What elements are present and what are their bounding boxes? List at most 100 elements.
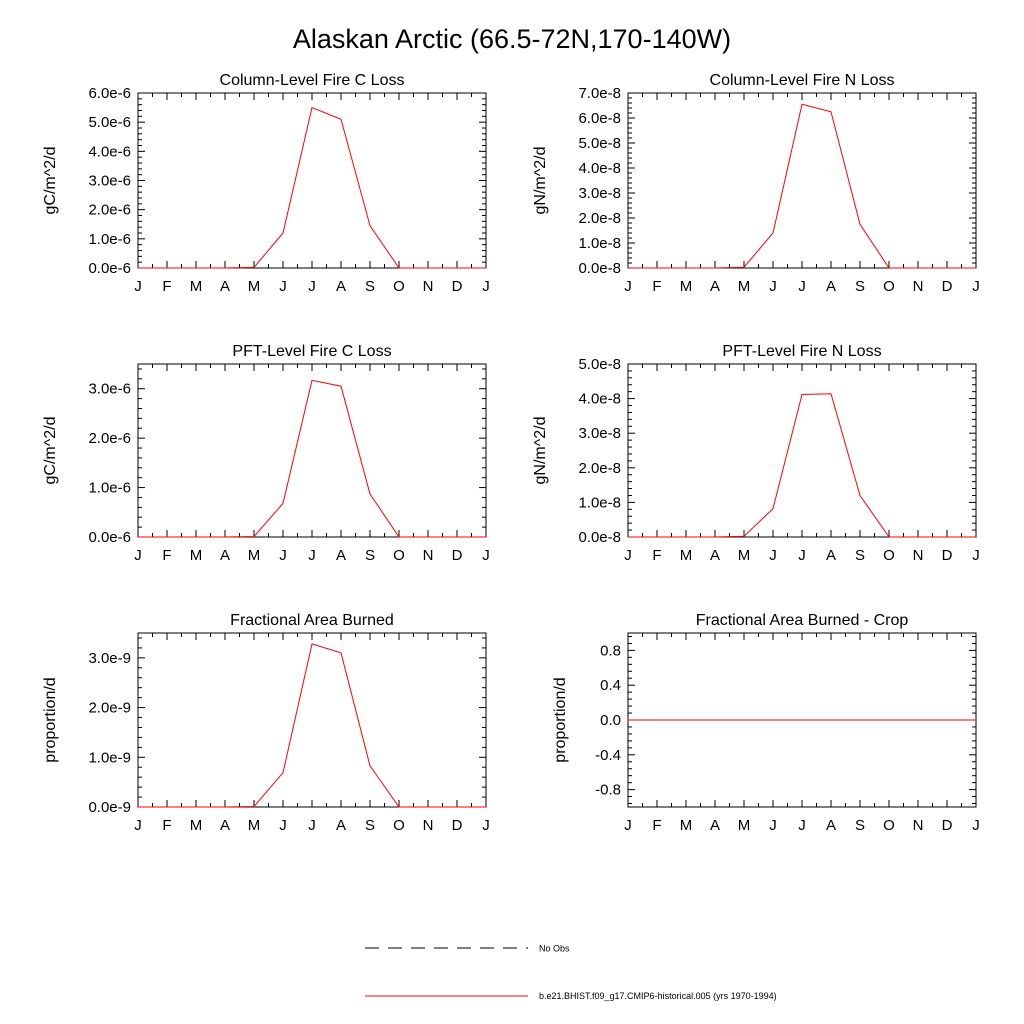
x-tick-label: J	[279, 547, 287, 564]
x-tick-label: A	[710, 547, 720, 564]
x-tick-label: D	[452, 547, 463, 564]
x-tick-label: A	[826, 817, 836, 834]
x-tick-label: J	[972, 547, 980, 564]
y-tick-label: -0.4	[595, 747, 621, 764]
y-tick-label: -0.8	[595, 782, 621, 799]
y-tick-label: 3.0e-9	[88, 650, 131, 667]
x-tick-label: M	[248, 547, 261, 564]
y-tick-label: 5.0e-6	[88, 114, 131, 131]
x-tick-label: F	[652, 547, 661, 564]
y-tick-label: 1.0e-8	[578, 494, 621, 511]
x-tick-label: F	[652, 817, 661, 834]
x-tick-label: A	[220, 278, 230, 295]
x-tick-label: M	[738, 547, 751, 564]
x-tick-label: J	[279, 817, 287, 834]
series-line	[628, 393, 976, 538]
x-tick-label: F	[162, 278, 171, 295]
y-tick-label: 3.0e-8	[578, 185, 621, 202]
x-tick-label: A	[710, 278, 720, 295]
x-tick-label: M	[248, 278, 261, 295]
x-tick-label: S	[365, 817, 375, 834]
x-tick-label: J	[769, 278, 777, 295]
figure-title: Alaskan Arctic (66.5-72N,170-140W)	[293, 24, 731, 54]
series-line	[138, 379, 486, 538]
y-tick-label: 1.0e-6	[88, 231, 131, 248]
x-tick-label: D	[452, 817, 463, 834]
y-tick-label: 2.0e-6	[88, 430, 131, 447]
x-tick-label: J	[134, 278, 142, 295]
x-tick-label: M	[190, 278, 203, 295]
x-tick-label: M	[738, 278, 751, 295]
x-tick-label: A	[826, 278, 836, 295]
legend-label-model: b.e21.BHIST.f09_g17.CMIP6-historical.005…	[539, 991, 777, 1001]
panel-title: PFT-Level Fire C Loss	[232, 343, 391, 360]
x-tick-label: S	[855, 817, 865, 834]
x-tick-label: J	[624, 547, 632, 564]
x-tick-label: M	[680, 547, 693, 564]
panel-title: Column-Level Fire C Loss	[220, 72, 405, 89]
series-line	[628, 103, 976, 269]
x-tick-label: S	[855, 278, 865, 295]
x-tick-label: F	[162, 547, 171, 564]
x-tick-label: N	[423, 278, 434, 295]
panel-title: PFT-Level Fire N Loss	[722, 343, 881, 360]
x-tick-label: A	[710, 817, 720, 834]
y-tick-label: 6.0e-8	[578, 110, 621, 127]
x-tick-label: M	[680, 278, 693, 295]
x-tick-label: A	[220, 547, 230, 564]
plot-frame	[627, 92, 977, 269]
x-tick-label: J	[624, 817, 632, 834]
x-tick-label: J	[308, 547, 316, 564]
y-axis-label: gN/m^2/d	[532, 147, 549, 215]
x-tick-label: M	[738, 817, 751, 834]
plot-frame	[137, 92, 487, 269]
y-axis-label: gC/m^2/d	[42, 417, 59, 485]
x-tick-label: N	[423, 547, 434, 564]
y-axis-label: gN/m^2/d	[532, 417, 549, 485]
panel-title: Fractional Area Burned - Crop	[696, 612, 909, 629]
x-tick-label: M	[680, 817, 693, 834]
x-tick-label: J	[769, 547, 777, 564]
x-tick-label: A	[336, 817, 346, 834]
x-tick-label: N	[423, 817, 434, 834]
y-tick-label: 3.0e-8	[578, 425, 621, 442]
x-tick-label: O	[393, 278, 405, 295]
y-tick-label: 6.0e-6	[88, 85, 131, 102]
legend-label-no-obs: No Obs	[539, 944, 570, 954]
plot-frame	[137, 632, 487, 808]
y-tick-label: 5.0e-8	[578, 135, 621, 152]
x-tick-label: O	[393, 817, 405, 834]
series-line	[138, 106, 486, 269]
x-tick-label: O	[883, 547, 895, 564]
x-tick-label: J	[279, 278, 287, 295]
x-tick-label: J	[769, 817, 777, 834]
y-tick-label: 0.0	[600, 712, 621, 729]
x-tick-label: F	[162, 817, 171, 834]
x-tick-label: O	[883, 817, 895, 834]
x-tick-label: A	[336, 278, 346, 295]
x-tick-label: D	[452, 278, 463, 295]
y-tick-label: 2.0e-9	[88, 700, 131, 717]
x-tick-label: J	[798, 817, 806, 834]
x-tick-label: J	[134, 547, 142, 564]
x-tick-label: A	[220, 817, 230, 834]
x-tick-label: M	[248, 817, 261, 834]
y-axis-label: proportion/d	[552, 677, 569, 762]
x-tick-label: J	[308, 817, 316, 834]
y-tick-label: 2.0e-8	[578, 460, 621, 477]
y-axis-label: proportion/d	[42, 677, 59, 762]
y-tick-label: 4.0e-8	[578, 160, 621, 177]
y-tick-label: 2.0e-8	[578, 210, 621, 227]
y-tick-label: 1.0e-8	[578, 235, 621, 252]
y-tick-label: 3.0e-6	[88, 381, 131, 398]
plot-frame	[627, 363, 977, 538]
x-tick-label: J	[482, 547, 490, 564]
x-tick-label: J	[798, 278, 806, 295]
y-tick-label: 0.4	[600, 677, 621, 694]
x-tick-label: S	[365, 278, 375, 295]
x-tick-label: D	[942, 278, 953, 295]
